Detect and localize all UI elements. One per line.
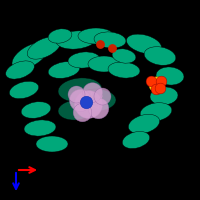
Ellipse shape	[112, 49, 136, 63]
Point	[100, 94, 104, 98]
Ellipse shape	[150, 87, 178, 105]
Ellipse shape	[126, 34, 162, 54]
Ellipse shape	[108, 62, 140, 78]
Point	[154, 87, 158, 91]
Ellipse shape	[68, 52, 100, 68]
Point	[96, 106, 100, 110]
Point	[159, 79, 163, 83]
Ellipse shape	[144, 47, 176, 65]
Ellipse shape	[58, 100, 94, 120]
Point	[80, 110, 84, 114]
Ellipse shape	[140, 103, 172, 121]
Ellipse shape	[56, 31, 96, 49]
Ellipse shape	[122, 131, 150, 149]
Ellipse shape	[88, 56, 120, 72]
Ellipse shape	[48, 62, 80, 78]
Ellipse shape	[78, 28, 114, 44]
Ellipse shape	[12, 43, 48, 69]
Point	[98, 42, 102, 46]
Ellipse shape	[6, 61, 34, 79]
Ellipse shape	[94, 32, 126, 48]
Ellipse shape	[156, 67, 184, 85]
Point	[74, 92, 78, 96]
Ellipse shape	[48, 29, 72, 43]
Ellipse shape	[24, 120, 56, 136]
Ellipse shape	[9, 81, 39, 99]
Point	[158, 86, 161, 89]
Ellipse shape	[21, 102, 51, 118]
Point	[84, 100, 88, 104]
Point	[90, 90, 94, 94]
Point	[110, 46, 114, 50]
Point	[149, 79, 153, 83]
Ellipse shape	[36, 136, 68, 152]
Ellipse shape	[76, 89, 116, 111]
Point	[154, 82, 158, 86]
Point	[86, 102, 90, 106]
Ellipse shape	[128, 114, 160, 134]
Ellipse shape	[27, 37, 61, 59]
Ellipse shape	[58, 78, 102, 102]
Point	[78, 98, 82, 102]
